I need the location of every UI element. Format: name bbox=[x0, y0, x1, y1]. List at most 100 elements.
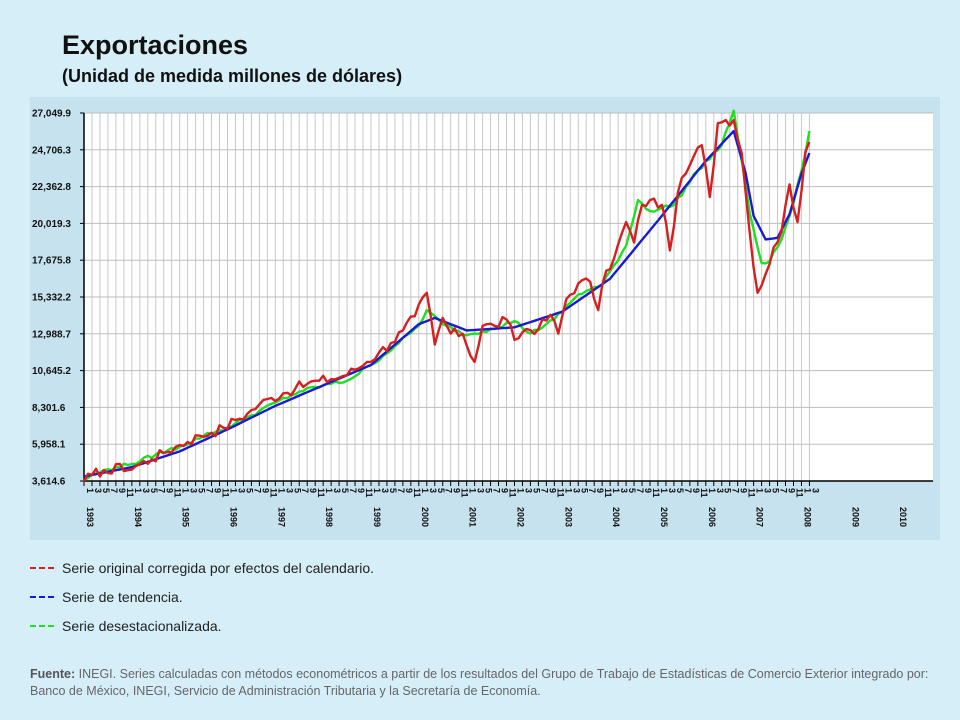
x-month-label: 1 bbox=[228, 488, 238, 493]
x-month-label: 9 bbox=[260, 488, 270, 493]
x-month-label: 7 bbox=[348, 488, 358, 493]
series-line-trend bbox=[83, 129, 811, 478]
x-month-label: 5 bbox=[149, 488, 159, 493]
x-month-label: 3 bbox=[380, 488, 390, 493]
x-month-label: 7 bbox=[779, 488, 789, 493]
legend-item-trend: Serie de tendencia. bbox=[30, 582, 374, 611]
x-month-label: 11 bbox=[651, 488, 661, 498]
x-year-label: 1997 bbox=[276, 507, 286, 527]
x-month-label: 3 bbox=[141, 488, 151, 493]
x-month-label: 9 bbox=[356, 488, 366, 493]
series-line-original bbox=[82, 118, 811, 482]
x-month-label: 7 bbox=[539, 488, 549, 493]
x-month-label: 7 bbox=[205, 488, 215, 493]
x-year-label: 2007 bbox=[755, 507, 765, 527]
x-month-label: 9 bbox=[787, 488, 797, 493]
x-month-label: 1 bbox=[659, 488, 669, 493]
x-month-label: 11 bbox=[603, 488, 613, 498]
x-month-label: 3 bbox=[763, 488, 773, 493]
x-year-label: 2009 bbox=[850, 507, 860, 527]
y-tick-label: 22,362.8 bbox=[32, 182, 71, 193]
x-month-label: 1 bbox=[133, 488, 143, 493]
x-month-label: 7 bbox=[252, 488, 262, 493]
x-month-label: 9 bbox=[117, 488, 127, 493]
x-month-label: 11 bbox=[747, 488, 757, 498]
x-month-label: 11 bbox=[316, 488, 326, 498]
chart-subtitle: (Unidad de medida millones de dólares) bbox=[62, 66, 403, 86]
x-month-label: 7 bbox=[635, 488, 645, 493]
x-month-label: 9 bbox=[643, 488, 653, 493]
x-month-label: 5 bbox=[436, 488, 446, 493]
x-month-label: 11 bbox=[555, 488, 565, 498]
x-year-label: 2008 bbox=[802, 507, 812, 527]
x-year-label: 2010 bbox=[898, 507, 908, 527]
x-month-label: 5 bbox=[292, 488, 302, 493]
legend-label-trend: Serie de tendencia. bbox=[62, 588, 183, 605]
x-month-label: 1 bbox=[707, 488, 717, 493]
x-month-label: 5 bbox=[197, 488, 207, 493]
x-year-label: 1999 bbox=[372, 507, 382, 527]
x-month-label: 1 bbox=[372, 488, 382, 493]
x-month-label: 11 bbox=[125, 488, 135, 498]
x-month-label: 9 bbox=[739, 488, 749, 493]
x-month-label: 3 bbox=[332, 488, 342, 493]
x-month-label: 9 bbox=[500, 488, 510, 493]
x-month-label: 1 bbox=[85, 488, 95, 493]
chart-area: 3,614.6 5,958.1 8,301.6 10,645.2 12,988.7 15,… bbox=[30, 97, 940, 540]
x-month-label: 5 bbox=[531, 488, 541, 493]
legend-swatch-trend bbox=[30, 595, 54, 598]
x-month-label: 1 bbox=[515, 488, 525, 493]
x-month-label: 1 bbox=[563, 488, 573, 493]
y-tick-label: 20,019.3 bbox=[32, 219, 71, 230]
source-text: INEGI. Series calculadas con métodos eco… bbox=[30, 667, 929, 698]
x-month-label: 1 bbox=[468, 488, 478, 493]
x-year-label: 1996 bbox=[228, 507, 238, 527]
y-tick-label: 8,301.6 bbox=[32, 403, 66, 414]
x-month-label: 11 bbox=[364, 488, 374, 498]
legend-item-seasonal: Serie desestacionalizada. bbox=[30, 611, 374, 640]
x-month-label: 5 bbox=[723, 488, 733, 493]
x-month-label: 5 bbox=[340, 488, 350, 493]
x-month-label: 5 bbox=[244, 488, 254, 493]
x-month-label: 3 bbox=[810, 488, 820, 493]
legend-swatch-seasonal bbox=[30, 624, 54, 627]
x-month-label: 7 bbox=[109, 488, 119, 493]
legend-swatch-original bbox=[30, 566, 54, 569]
x-month-label: 5 bbox=[627, 488, 637, 493]
x-month-label: 9 bbox=[595, 488, 605, 493]
x-year-label: 1995 bbox=[181, 507, 191, 527]
y-tick-label: 5,958.1 bbox=[32, 440, 66, 451]
legend-item-original: Serie original corregida por efectos del… bbox=[30, 553, 374, 582]
x-month-label: 7 bbox=[587, 488, 597, 493]
x-year-label: 2001 bbox=[468, 507, 478, 527]
x-month-label: 9 bbox=[213, 488, 223, 493]
x-month-label: 5 bbox=[771, 488, 781, 493]
x-month-label: 1 bbox=[324, 488, 334, 493]
source-note: Fuente: INEGI. Series calculadas con mét… bbox=[30, 666, 935, 700]
legend-label-seasonal: Serie desestacionalizada. bbox=[62, 617, 222, 634]
x-month-label: 5 bbox=[675, 488, 685, 493]
legend-label-original: Serie original corregida por efectos del… bbox=[62, 559, 375, 576]
x-year-label: 2000 bbox=[420, 507, 430, 527]
x-month-label: 1 bbox=[611, 488, 621, 493]
x-month-label: 3 bbox=[189, 488, 199, 493]
x-month-label: 11 bbox=[699, 488, 709, 498]
x-month-label: 11 bbox=[268, 488, 278, 498]
x-month-label: 1 bbox=[420, 488, 430, 493]
x-month-label: 1 bbox=[276, 488, 286, 493]
y-tick-label: 15,332.2 bbox=[32, 293, 71, 304]
x-year-label: 1993 bbox=[85, 507, 95, 527]
x-month-label: 11 bbox=[794, 488, 804, 498]
x-month-label: 1 bbox=[755, 488, 765, 493]
chart-title: Exportaciones bbox=[62, 30, 249, 60]
x-month-label: 3 bbox=[619, 488, 629, 493]
y-tick-label: 12,988.7 bbox=[32, 329, 71, 340]
y-tick-label: 3,614.6 bbox=[32, 477, 66, 488]
x-month-label: 3 bbox=[476, 488, 486, 493]
x-month-label: 11 bbox=[508, 488, 518, 498]
x-month-label: 9 bbox=[308, 488, 318, 493]
x-month-label: 5 bbox=[101, 488, 111, 493]
x-month-label: 7 bbox=[157, 488, 167, 493]
x-month-label: 1 bbox=[181, 488, 191, 493]
x-month-label: 11 bbox=[412, 488, 422, 498]
